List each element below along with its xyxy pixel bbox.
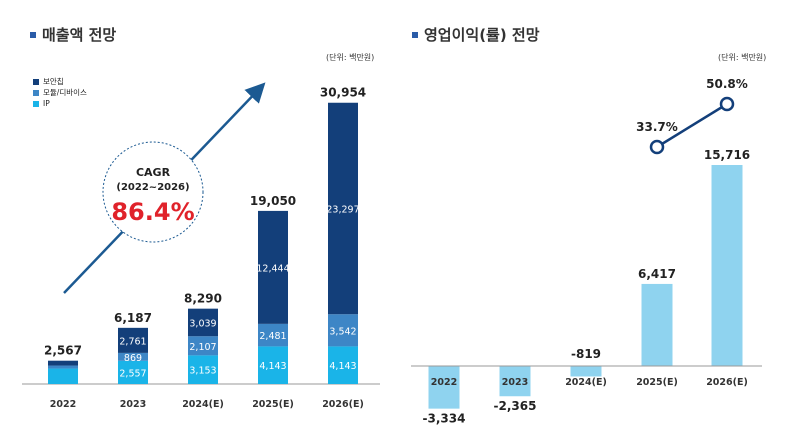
- segment-label: 3,153: [189, 366, 216, 377]
- legend: 보안칩 모듈/디바이스 IP: [33, 76, 87, 109]
- segment-label: 2,481: [259, 331, 286, 342]
- legend-swatch: [33, 100, 39, 107]
- segment-label: 2,557: [119, 368, 146, 379]
- x-tick-label: 2025(E): [636, 377, 678, 388]
- bar: [711, 165, 743, 366]
- legend-swatch: [33, 89, 39, 96]
- x-tick-label: 2023: [502, 377, 528, 388]
- total-label: 6,187: [114, 311, 152, 325]
- value-label: 6,417: [638, 267, 676, 281]
- x-tick-label: 2025(E): [252, 399, 294, 410]
- bar: [499, 366, 531, 397]
- bar-segment: [188, 355, 218, 384]
- value-label: -3,334: [423, 412, 466, 426]
- right-chart-title: 영업이익(률) 전망: [412, 24, 540, 45]
- segment-label: 869: [124, 353, 142, 364]
- segment-label: 2,761: [119, 336, 146, 347]
- total-label: 8,290: [184, 292, 222, 306]
- segment-label: 12,444: [256, 263, 289, 274]
- bar-segment: [258, 346, 288, 384]
- left-title-text: 매출액 전망: [42, 26, 117, 44]
- bar: [428, 366, 460, 409]
- right-title-text: 영업이익(률) 전망: [424, 26, 540, 44]
- cagr-label: CAGR: [136, 166, 171, 179]
- bar-segment: [118, 352, 148, 361]
- bar: [641, 283, 673, 366]
- x-tick-label: 2024(E): [182, 399, 224, 410]
- bar-segment: [48, 368, 78, 384]
- bar-segment: [258, 323, 288, 347]
- bar-segment: [118, 360, 148, 384]
- segment-label: 2,107: [189, 342, 216, 353]
- bar: [570, 366, 602, 377]
- cagr-value: 86.4%: [111, 198, 194, 226]
- bar-segment: [328, 346, 358, 384]
- margin-line: [656, 102, 728, 149]
- legend-swatch: [33, 78, 39, 85]
- x-tick-label: 2024(E): [565, 377, 607, 388]
- cagr-period: (2022~2026): [116, 182, 189, 193]
- value-label: 15,716: [704, 148, 750, 162]
- total-label: 2,567: [44, 344, 82, 358]
- margin-point: [719, 96, 735, 112]
- total-label: 30,954: [320, 86, 366, 100]
- legend-item: 모듈/디바이스: [33, 87, 87, 98]
- segment-label: 23,297: [326, 204, 359, 215]
- x-tick-label: 2022: [50, 399, 76, 410]
- segment-label: 4,143: [329, 361, 356, 372]
- bar-segment: [48, 360, 78, 366]
- x-tick-label: 2026(E): [706, 377, 748, 388]
- legend-item: IP: [33, 98, 87, 109]
- left-chart-title: 매출액 전망: [30, 24, 116, 45]
- segment-label: 4,143: [259, 361, 286, 372]
- margin-label: 50.8%: [706, 77, 748, 91]
- segment-label: 3,542: [329, 326, 356, 337]
- bar-segment: [328, 314, 358, 347]
- bullet-icon: [30, 31, 36, 38]
- x-tick-label: 2022: [431, 377, 457, 388]
- bar-segment: [48, 365, 78, 369]
- bar-segment: [188, 308, 218, 337]
- right-unit-label: (단위: 백만원): [718, 53, 767, 62]
- bar-segment: [328, 102, 358, 315]
- margin-label: 33.7%: [636, 120, 678, 134]
- legend-label: IP: [43, 99, 50, 108]
- x-tick-label: 2023: [120, 399, 146, 410]
- left-unit-label: (단위: 백만원): [326, 53, 375, 62]
- value-label: -2,365: [494, 399, 537, 413]
- legend-item: 보안칩: [33, 76, 87, 87]
- legend-label: 모듈/디바이스: [43, 88, 87, 97]
- cagr-circle: [102, 141, 204, 243]
- bar-segment: [118, 327, 148, 353]
- bar-segment: [188, 336, 218, 356]
- legend-label: 보안칩: [43, 77, 64, 86]
- total-label: 19,050: [250, 194, 296, 208]
- bar-segment: [258, 210, 288, 324]
- segment-label: 3,039: [189, 318, 216, 329]
- margin-point: [649, 139, 665, 155]
- bullet-icon: [412, 31, 418, 38]
- value-label: -819: [571, 347, 601, 361]
- x-tick-label: 2026(E): [322, 399, 364, 410]
